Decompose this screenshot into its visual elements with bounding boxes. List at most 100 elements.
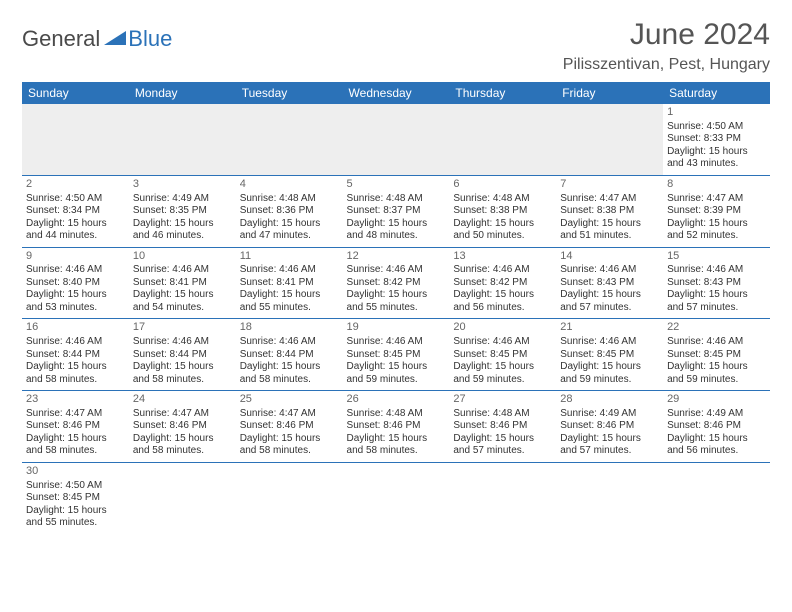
day-info-line: Sunrise: 4:49 AM — [667, 408, 766, 421]
day-number: 11 — [240, 250, 339, 264]
calendar-cell: 12Sunrise: 4:46 AMSunset: 8:42 PMDayligh… — [343, 247, 450, 319]
day-number: 28 — [560, 393, 659, 407]
day-info-line: Sunset: 8:33 PM — [667, 133, 766, 146]
day-info-line: Sunrise: 4:46 AM — [560, 264, 659, 277]
calendar-cell — [663, 462, 770, 533]
day-number: 1 — [667, 106, 766, 120]
day-info-line: and 58 minutes. — [240, 374, 339, 387]
day-number: 5 — [347, 178, 446, 192]
day-info-line: Sunrise: 4:46 AM — [453, 336, 552, 349]
day-info-line: Daylight: 15 hours — [133, 289, 232, 302]
calendar-row: 2Sunrise: 4:50 AMSunset: 8:34 PMDaylight… — [22, 175, 770, 247]
calendar-cell: 10Sunrise: 4:46 AMSunset: 8:41 PMDayligh… — [129, 247, 236, 319]
day-info-line: Sunset: 8:45 PM — [26, 492, 125, 505]
title-block: June 2024 Pilisszentivan, Pest, Hungary — [563, 18, 770, 74]
day-info-line: Sunrise: 4:46 AM — [26, 264, 125, 277]
day-info-line: Daylight: 15 hours — [240, 433, 339, 446]
day-info-line: Sunrise: 4:46 AM — [133, 264, 232, 277]
day-number: 2 — [26, 178, 125, 192]
day-info-line: and 59 minutes. — [560, 374, 659, 387]
day-info-line: and 59 minutes. — [453, 374, 552, 387]
day-info-line: and 54 minutes. — [133, 302, 232, 315]
calendar-cell — [236, 104, 343, 175]
calendar-cell — [22, 104, 129, 175]
day-info-line: Sunset: 8:44 PM — [26, 349, 125, 362]
calendar-cell: 18Sunrise: 4:46 AMSunset: 8:44 PMDayligh… — [236, 319, 343, 391]
day-info-line: Daylight: 15 hours — [26, 505, 125, 518]
calendar-cell — [236, 462, 343, 533]
day-info-line: Sunrise: 4:48 AM — [347, 408, 446, 421]
calendar-cell — [449, 462, 556, 533]
calendar-cell: 21Sunrise: 4:46 AMSunset: 8:45 PMDayligh… — [556, 319, 663, 391]
day-info-line: Sunrise: 4:46 AM — [240, 336, 339, 349]
day-info-line: and 53 minutes. — [26, 302, 125, 315]
day-info-line: Sunset: 8:46 PM — [560, 420, 659, 433]
logo: General Blue — [22, 26, 172, 52]
day-info-line: Sunrise: 4:46 AM — [347, 264, 446, 277]
day-info-line: Sunset: 8:43 PM — [560, 277, 659, 290]
day-info-line: and 50 minutes. — [453, 230, 552, 243]
calendar-cell: 13Sunrise: 4:46 AMSunset: 8:42 PMDayligh… — [449, 247, 556, 319]
calendar-cell: 15Sunrise: 4:46 AMSunset: 8:43 PMDayligh… — [663, 247, 770, 319]
day-info-line: and 51 minutes. — [560, 230, 659, 243]
calendar-cell: 20Sunrise: 4:46 AMSunset: 8:45 PMDayligh… — [449, 319, 556, 391]
calendar-cell: 14Sunrise: 4:46 AMSunset: 8:43 PMDayligh… — [556, 247, 663, 319]
day-number: 8 — [667, 178, 766, 192]
day-info-line: Sunrise: 4:50 AM — [26, 480, 125, 493]
day-info-line: and 58 minutes. — [133, 374, 232, 387]
day-info-line: Sunset: 8:45 PM — [453, 349, 552, 362]
day-number: 23 — [26, 393, 125, 407]
day-info-line: Sunrise: 4:47 AM — [133, 408, 232, 421]
day-info-line: and 55 minutes. — [240, 302, 339, 315]
calendar-row: 1Sunrise: 4:50 AMSunset: 8:33 PMDaylight… — [22, 104, 770, 175]
calendar-cell: 22Sunrise: 4:46 AMSunset: 8:45 PMDayligh… — [663, 319, 770, 391]
calendar-cell: 30Sunrise: 4:50 AMSunset: 8:45 PMDayligh… — [22, 462, 129, 533]
day-info-line: Daylight: 15 hours — [453, 433, 552, 446]
day-number: 14 — [560, 250, 659, 264]
calendar-cell: 19Sunrise: 4:46 AMSunset: 8:45 PMDayligh… — [343, 319, 450, 391]
day-info-line: Daylight: 15 hours — [347, 361, 446, 374]
day-number: 29 — [667, 393, 766, 407]
day-info-line: Sunset: 8:36 PM — [240, 205, 339, 218]
calendar-cell: 4Sunrise: 4:48 AMSunset: 8:36 PMDaylight… — [236, 175, 343, 247]
location-subtitle: Pilisszentivan, Pest, Hungary — [563, 56, 770, 74]
day-info-line: Sunrise: 4:47 AM — [26, 408, 125, 421]
day-info-line: Sunset: 8:46 PM — [26, 420, 125, 433]
day-info-line: Daylight: 15 hours — [133, 361, 232, 374]
calendar-cell: 11Sunrise: 4:46 AMSunset: 8:41 PMDayligh… — [236, 247, 343, 319]
calendar-cell — [343, 104, 450, 175]
day-info-line: Sunset: 8:38 PM — [453, 205, 552, 218]
day-info-line: and 57 minutes. — [560, 302, 659, 315]
day-info-line: Daylight: 15 hours — [347, 218, 446, 231]
day-info-line: Sunset: 8:44 PM — [133, 349, 232, 362]
day-info-line: Sunset: 8:37 PM — [347, 205, 446, 218]
day-info-line: Sunrise: 4:50 AM — [26, 193, 125, 206]
day-info-line: Sunset: 8:44 PM — [240, 349, 339, 362]
day-info-line: Sunrise: 4:46 AM — [453, 264, 552, 277]
day-number: 19 — [347, 321, 446, 335]
calendar-cell — [343, 462, 450, 533]
day-number: 22 — [667, 321, 766, 335]
day-info-line: Sunrise: 4:48 AM — [240, 193, 339, 206]
day-info-line: Sunrise: 4:46 AM — [667, 264, 766, 277]
day-info-line: and 47 minutes. — [240, 230, 339, 243]
day-info-line: and 59 minutes. — [347, 374, 446, 387]
day-info-line: Sunset: 8:45 PM — [347, 349, 446, 362]
day-info-line: Sunset: 8:39 PM — [667, 205, 766, 218]
day-info-line: and 43 minutes. — [667, 158, 766, 171]
day-info-line: and 46 minutes. — [133, 230, 232, 243]
day-number: 26 — [347, 393, 446, 407]
day-info-line: and 59 minutes. — [667, 374, 766, 387]
header: General Blue June 2024 Pilisszentivan, P… — [22, 18, 770, 74]
day-header: Friday — [556, 82, 663, 104]
day-info-line: Daylight: 15 hours — [26, 361, 125, 374]
day-info-line: and 58 minutes. — [240, 445, 339, 458]
calendar-cell: 7Sunrise: 4:47 AMSunset: 8:38 PMDaylight… — [556, 175, 663, 247]
day-info-line: and 58 minutes. — [347, 445, 446, 458]
day-info-line: Sunset: 8:46 PM — [347, 420, 446, 433]
day-header: Tuesday — [236, 82, 343, 104]
day-info-line: Daylight: 15 hours — [26, 433, 125, 446]
day-number: 3 — [133, 178, 232, 192]
day-info-line: Daylight: 15 hours — [667, 218, 766, 231]
day-number: 25 — [240, 393, 339, 407]
